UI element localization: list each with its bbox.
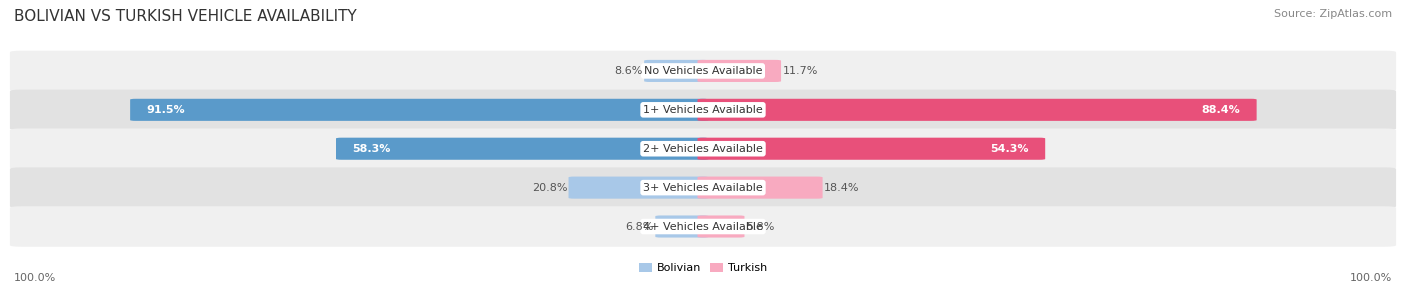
Legend: Bolivian, Turkish: Bolivian, Turkish — [634, 258, 772, 278]
FancyBboxPatch shape — [697, 99, 1257, 121]
Text: 88.4%: 88.4% — [1201, 105, 1240, 115]
Text: 20.8%: 20.8% — [531, 183, 567, 192]
Text: 5.8%: 5.8% — [745, 222, 775, 231]
Text: 11.7%: 11.7% — [782, 66, 818, 76]
FancyBboxPatch shape — [10, 128, 1396, 169]
FancyBboxPatch shape — [568, 176, 709, 199]
Text: 58.3%: 58.3% — [353, 144, 391, 154]
Text: 4+ Vehicles Available: 4+ Vehicles Available — [643, 222, 763, 231]
FancyBboxPatch shape — [697, 60, 782, 82]
FancyBboxPatch shape — [10, 90, 1396, 130]
Text: 100.0%: 100.0% — [1350, 273, 1392, 283]
FancyBboxPatch shape — [10, 51, 1396, 91]
FancyBboxPatch shape — [644, 60, 709, 82]
Text: 1+ Vehicles Available: 1+ Vehicles Available — [643, 105, 763, 115]
Text: 6.8%: 6.8% — [626, 222, 654, 231]
FancyBboxPatch shape — [10, 167, 1396, 208]
Text: 8.6%: 8.6% — [614, 66, 643, 76]
FancyBboxPatch shape — [697, 176, 823, 199]
Text: 3+ Vehicles Available: 3+ Vehicles Available — [643, 183, 763, 192]
Text: 100.0%: 100.0% — [14, 273, 56, 283]
Text: 2+ Vehicles Available: 2+ Vehicles Available — [643, 144, 763, 154]
Text: No Vehicles Available: No Vehicles Available — [644, 66, 762, 76]
Text: BOLIVIAN VS TURKISH VEHICLE AVAILABILITY: BOLIVIAN VS TURKISH VEHICLE AVAILABILITY — [14, 9, 357, 23]
Text: 54.3%: 54.3% — [990, 144, 1029, 154]
Text: 18.4%: 18.4% — [824, 183, 859, 192]
FancyBboxPatch shape — [697, 215, 744, 238]
FancyBboxPatch shape — [131, 99, 709, 121]
Text: Source: ZipAtlas.com: Source: ZipAtlas.com — [1274, 9, 1392, 19]
FancyBboxPatch shape — [336, 138, 709, 160]
FancyBboxPatch shape — [655, 215, 709, 238]
Text: 91.5%: 91.5% — [146, 105, 186, 115]
FancyBboxPatch shape — [697, 138, 1045, 160]
FancyBboxPatch shape — [10, 206, 1396, 247]
